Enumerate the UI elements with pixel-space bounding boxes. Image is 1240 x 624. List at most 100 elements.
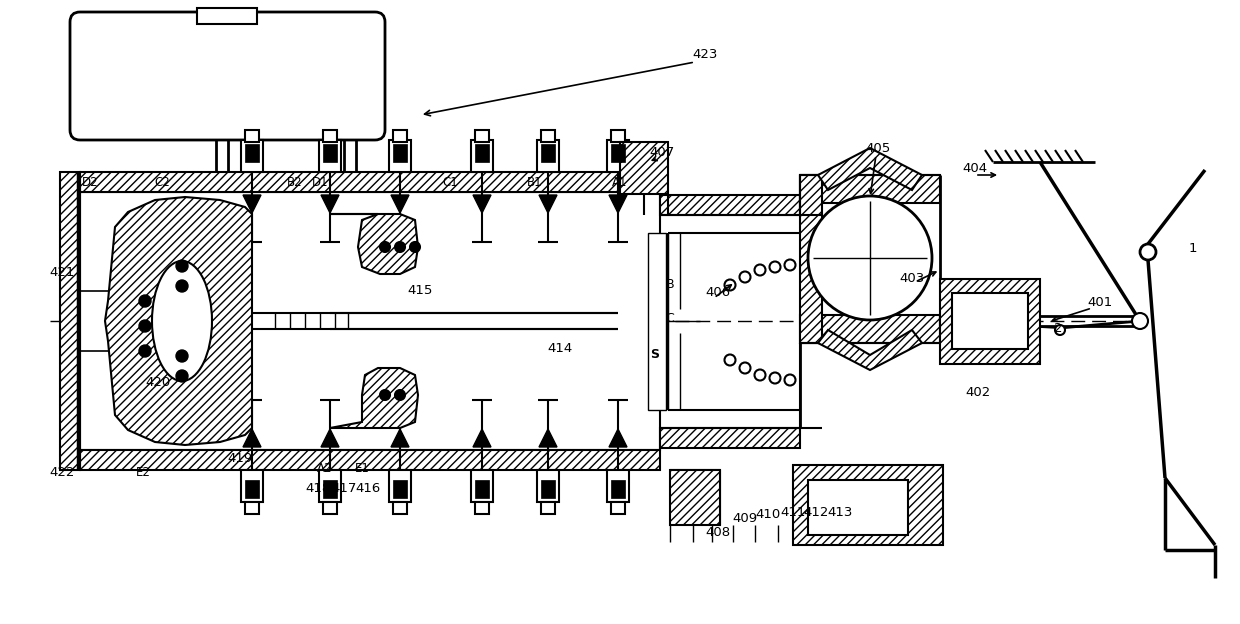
Circle shape	[396, 390, 405, 400]
Bar	[393, 502, 407, 514]
Polygon shape	[243, 195, 260, 213]
Bar	[471, 470, 494, 502]
Polygon shape	[330, 214, 418, 274]
Text: D1: D1	[311, 175, 329, 188]
Text: 406: 406	[706, 286, 730, 298]
Circle shape	[785, 260, 796, 270]
Polygon shape	[321, 195, 339, 213]
Bar	[670, 470, 720, 525]
Polygon shape	[330, 368, 418, 428]
Circle shape	[410, 242, 420, 252]
Bar	[60, 172, 81, 470]
Bar	[800, 175, 822, 343]
Bar	[940, 279, 1040, 364]
Bar	[322, 480, 337, 498]
Text: 410: 410	[755, 509, 781, 522]
Polygon shape	[472, 195, 491, 213]
Text: E1: E1	[355, 462, 370, 474]
Bar	[808, 480, 908, 535]
Bar	[393, 144, 407, 162]
Circle shape	[785, 374, 796, 386]
Bar	[537, 470, 559, 502]
Polygon shape	[321, 429, 339, 447]
Polygon shape	[609, 195, 627, 213]
Text: 402: 402	[966, 386, 991, 399]
Bar	[608, 470, 629, 502]
Circle shape	[379, 390, 391, 400]
Bar	[660, 195, 800, 215]
Polygon shape	[609, 429, 627, 447]
Text: A2: A2	[317, 462, 332, 474]
Polygon shape	[818, 330, 923, 370]
Circle shape	[754, 369, 765, 381]
Polygon shape	[539, 195, 557, 213]
Text: C: C	[666, 311, 675, 324]
Text: 413: 413	[827, 505, 853, 519]
Bar	[649, 233, 666, 410]
Bar	[952, 293, 1028, 349]
Bar	[475, 502, 489, 514]
Polygon shape	[391, 429, 409, 447]
Text: 408: 408	[706, 525, 730, 539]
Polygon shape	[539, 429, 557, 447]
Ellipse shape	[153, 261, 212, 381]
Polygon shape	[818, 148, 923, 190]
Polygon shape	[105, 197, 252, 445]
Circle shape	[139, 345, 151, 357]
Bar	[794, 465, 942, 545]
Bar	[537, 140, 559, 172]
Text: 405: 405	[866, 142, 890, 155]
Text: C2: C2	[154, 175, 170, 188]
Bar	[241, 140, 263, 172]
Text: B: B	[666, 278, 675, 291]
Text: 417: 417	[331, 482, 357, 494]
Bar	[541, 502, 556, 514]
Text: B2: B2	[288, 175, 303, 188]
Text: E2: E2	[135, 466, 150, 479]
Circle shape	[1055, 325, 1065, 335]
Bar	[319, 470, 341, 502]
Text: 403: 403	[899, 271, 925, 285]
Bar	[241, 470, 263, 502]
Bar	[608, 140, 629, 172]
Text: 409: 409	[733, 512, 758, 525]
Polygon shape	[243, 429, 260, 447]
Circle shape	[139, 320, 151, 332]
Circle shape	[139, 295, 151, 307]
Text: 1: 1	[1189, 241, 1198, 255]
Bar	[475, 144, 489, 162]
Text: 412: 412	[804, 505, 828, 519]
Text: 401: 401	[1087, 296, 1112, 310]
Bar	[541, 130, 556, 142]
Text: 416: 416	[356, 482, 381, 494]
Text: 407: 407	[650, 145, 675, 158]
FancyBboxPatch shape	[69, 12, 384, 140]
Text: 423: 423	[692, 49, 718, 62]
Bar	[197, 8, 257, 24]
Bar	[322, 130, 337, 142]
Circle shape	[739, 271, 750, 283]
Text: 420: 420	[145, 376, 171, 389]
Text: C1: C1	[443, 175, 458, 188]
Circle shape	[754, 265, 765, 276]
Bar	[393, 480, 407, 498]
Bar	[620, 142, 668, 194]
Bar	[246, 502, 259, 514]
Text: 422: 422	[50, 466, 74, 479]
Text: B1: B1	[527, 175, 543, 188]
Bar	[541, 480, 556, 498]
Bar	[611, 130, 625, 142]
Bar	[800, 315, 940, 343]
Circle shape	[739, 363, 750, 374]
Text: D2: D2	[82, 175, 98, 188]
Bar	[541, 144, 556, 162]
Bar	[660, 428, 800, 448]
Bar	[800, 175, 940, 203]
Text: S: S	[651, 348, 660, 361]
Circle shape	[176, 260, 188, 272]
Circle shape	[808, 196, 932, 320]
Text: 419: 419	[227, 452, 253, 464]
Bar	[611, 144, 625, 162]
Text: A1: A1	[613, 175, 627, 188]
Circle shape	[724, 354, 735, 366]
